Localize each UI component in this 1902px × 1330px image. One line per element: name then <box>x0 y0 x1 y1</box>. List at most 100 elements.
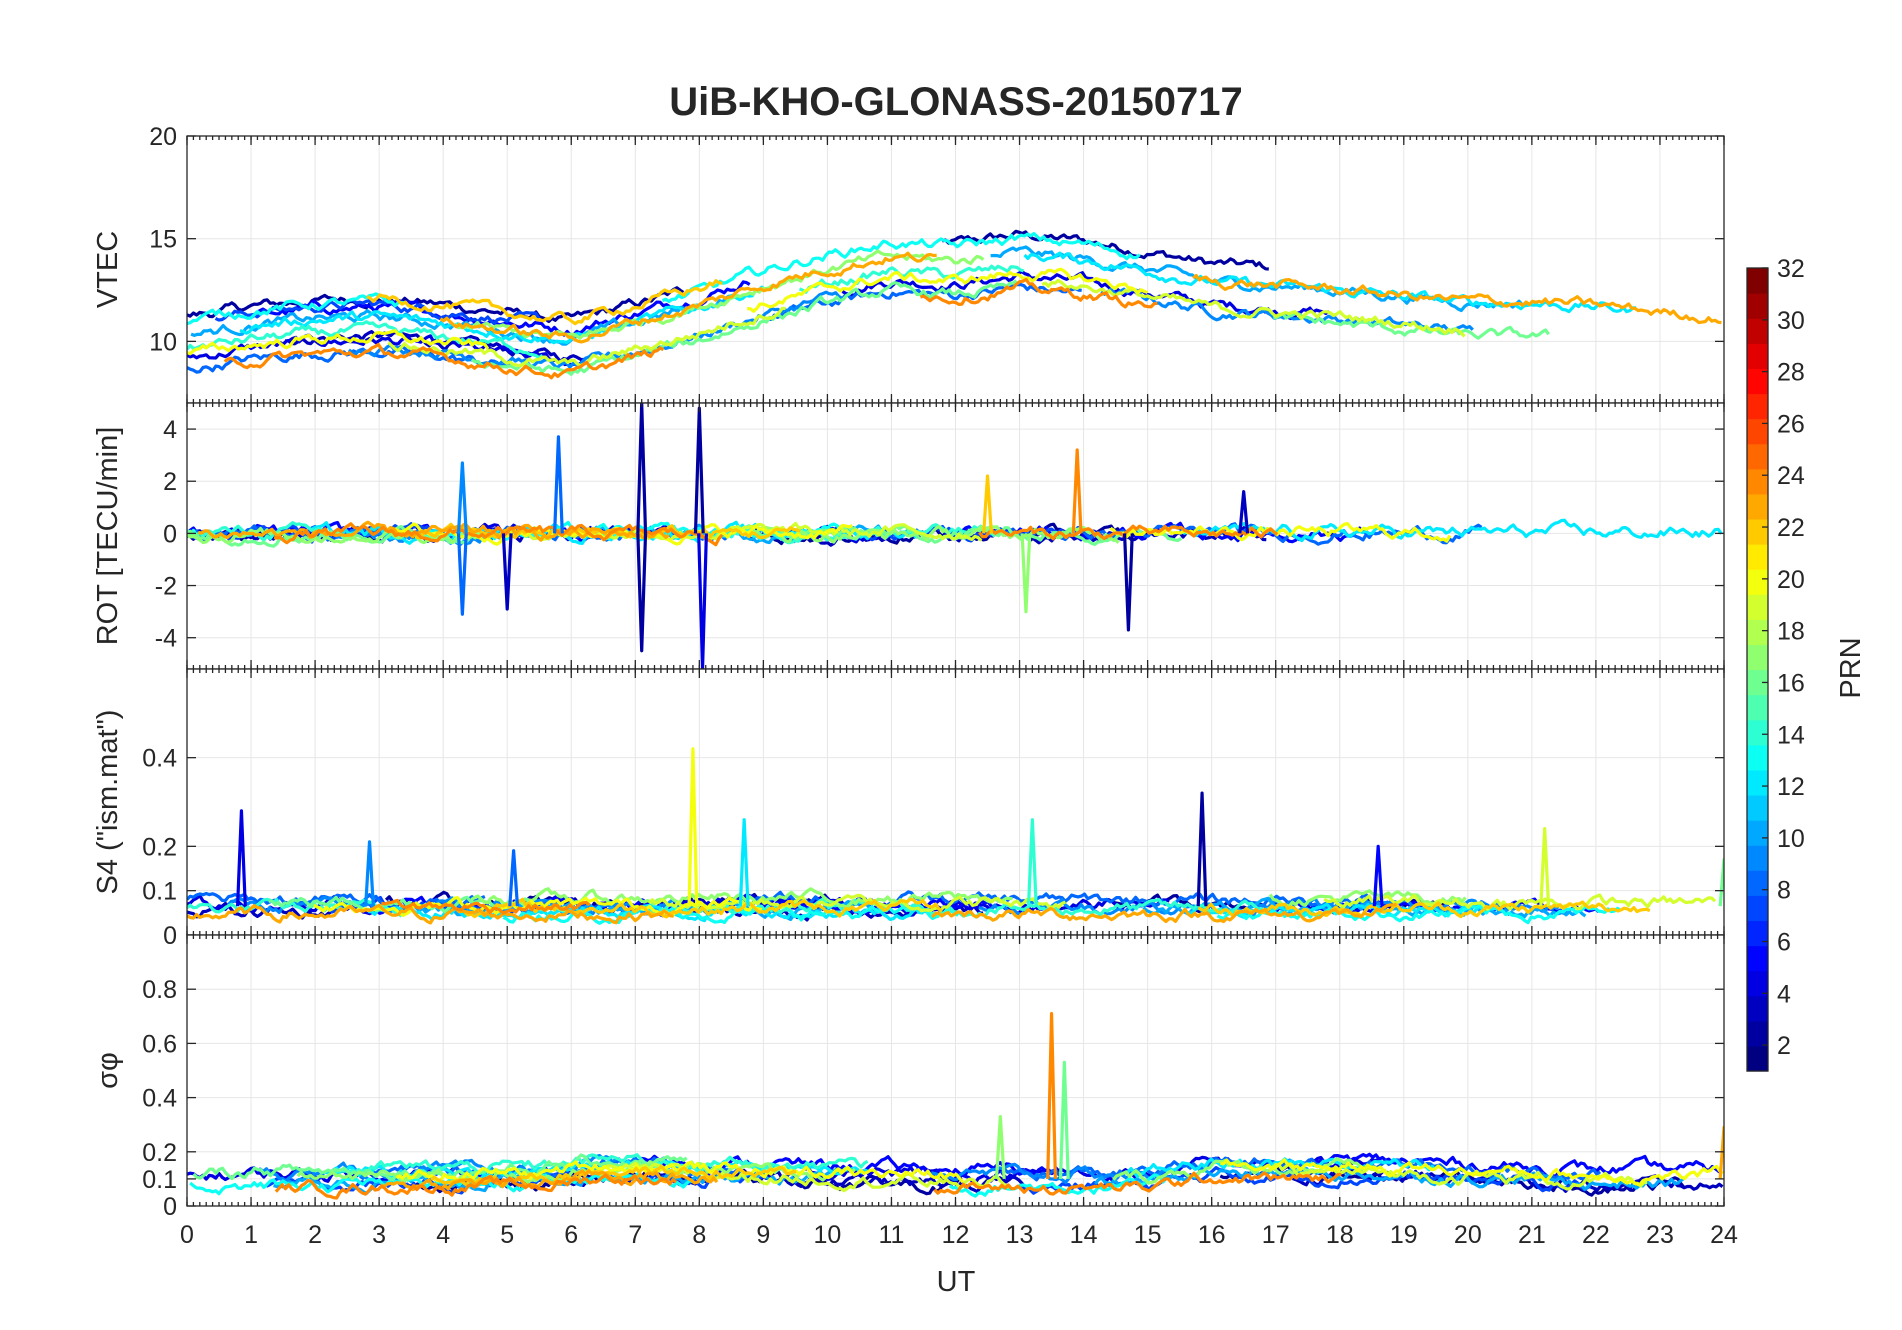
y-tick-label: 0.1 <box>142 1166 177 1194</box>
y-tick-label: 20 <box>149 123 177 151</box>
y-tick-label: 0.8 <box>142 976 177 1004</box>
x-tick-label: 17 <box>1262 1221 1290 1249</box>
colorbar-cell <box>1747 719 1768 746</box>
series-prn-14 <box>331 1153 869 1175</box>
series-prn-24 <box>380 898 591 915</box>
y-axis-label: σφ <box>92 1052 124 1089</box>
x-tick-label: 16 <box>1198 1221 1226 1249</box>
series-prn-17 <box>1268 889 1467 908</box>
panel-4: 00.10.2 0.4 0.6 0.8 σφ <box>92 934 1725 1221</box>
tick-marks <box>186 135 1725 403</box>
colorbar-tick-label: 8 <box>1777 877 1791 905</box>
tick-marks <box>186 935 1725 1207</box>
spike-prn-16 <box>1058 1060 1070 1179</box>
series-prn-16 <box>470 279 1018 376</box>
colorbar-tick-label: 20 <box>1777 566 1805 594</box>
x-tick-label: 19 <box>1390 1221 1418 1249</box>
series-prn-10 <box>1093 1165 1686 1191</box>
x-tick-label: 24 <box>1710 1221 1738 1249</box>
series-prn-14 <box>187 521 335 542</box>
colorbar-cell <box>1747 669 1768 696</box>
x-tick-label: 12 <box>942 1221 970 1249</box>
y-tick-label: -2 <box>155 573 177 601</box>
y-tick-label: -4 <box>155 625 177 653</box>
x-tick-label: 10 <box>814 1221 842 1249</box>
panel-3: 0 0.1 0.2 0.4 S4 ("ism.mat") <box>92 668 1725 950</box>
series-prn-12 <box>1023 251 1637 314</box>
x-tick-label: 3 <box>372 1221 386 1249</box>
colorbar-tick-label: 22 <box>1777 514 1805 542</box>
colorbar-cell <box>1747 845 1768 871</box>
series-prn-2 <box>187 286 685 324</box>
colorbar-cell <box>1747 995 1768 1022</box>
colorbar-tick-label: 10 <box>1777 825 1805 853</box>
colorbar-cell <box>1747 870 1768 896</box>
x-tick-label: 20 <box>1454 1221 1482 1249</box>
chart-title: UiB-KHO-GLONASS-20150717 <box>669 80 1243 124</box>
colorbar-cell <box>1747 970 1768 997</box>
colorbar-cell <box>1747 1020 1768 1047</box>
y-tick-label: 0.4 <box>142 1085 177 1113</box>
y-tick-label: 4 <box>163 416 177 444</box>
colorbar-cell <box>1747 318 1768 344</box>
x-tick-label: 8 <box>692 1221 706 1249</box>
series-prn-13 <box>948 1173 1166 1198</box>
y-tick-label: 0.2 <box>142 1139 177 1167</box>
series-prn-24 <box>274 1173 678 1200</box>
colorbar-cell <box>1747 820 1768 846</box>
spike-prn-22 <box>982 474 993 534</box>
spike-prn-17 <box>994 1114 1006 1179</box>
panel-2: -4 -2 0 2 4 ROT [TECU/min] <box>92 402 1725 670</box>
y-tick-label: 0.1 <box>142 878 177 906</box>
series-prn-10 <box>1142 896 1587 919</box>
colorbar-tick-label: 4 <box>1777 980 1791 1008</box>
colorbar-cell <box>1747 569 1768 595</box>
colorbar-cell <box>1747 418 1768 445</box>
series-prn-19 <box>1323 893 1717 911</box>
colorbar-tick-label: 14 <box>1777 721 1805 749</box>
colorbar-cell <box>1747 1045 1768 1072</box>
series-prn-19 <box>1041 278 1466 338</box>
spike-prn-24 <box>1071 448 1083 534</box>
series-prn-2 <box>941 229 1269 271</box>
x-tick-label: 22 <box>1582 1221 1610 1249</box>
series-prn-13 <box>661 232 1141 304</box>
colorbar-cell <box>1747 594 1768 620</box>
series-prn-20 <box>312 896 763 918</box>
x-tick-label: 5 <box>500 1221 514 1249</box>
y-tick-label: 2 <box>163 468 177 496</box>
y-axis-label: VTEC <box>92 231 124 308</box>
spike-prn-8 <box>553 435 564 534</box>
series-lines <box>187 1011 1724 1200</box>
x-tick-label: 18 <box>1326 1221 1354 1249</box>
series-prn-23 <box>1192 274 1722 325</box>
x-axis-label: UT <box>937 1266 976 1298</box>
series-lines <box>187 403 1723 669</box>
series-prn-22 <box>1197 900 1651 919</box>
x-tick-label: 15 <box>1134 1221 1162 1249</box>
colorbar-cell <box>1747 393 1768 420</box>
y-axis-label: S4 ("ism.mat") <box>92 710 124 895</box>
series-prn-23 <box>187 903 674 925</box>
colorbar-tick-label: 32 <box>1777 255 1805 283</box>
spike-prn-4 <box>697 533 708 669</box>
x-tick-label: 4 <box>436 1221 450 1249</box>
x-tick-label: 9 <box>756 1221 770 1249</box>
panel-1: 10 15 20 VTEC <box>92 123 1725 404</box>
colorbar-tick-label: 24 <box>1777 462 1805 490</box>
spike-prn-19 <box>1539 827 1551 907</box>
series-prn-23 <box>931 902 1398 924</box>
spike-prn-24 <box>1046 1011 1058 1179</box>
spike-prn-23 <box>1718 1125 1724 1180</box>
colorbar-cell <box>1747 518 1768 545</box>
series-prn-20 <box>747 267 1149 313</box>
colorbar-cell <box>1747 544 1768 570</box>
spike-prn-20 <box>687 747 699 907</box>
colorbar-cell <box>1747 694 1768 721</box>
y-tick-label: 15 <box>149 226 177 254</box>
series-prn-16 <box>738 524 1183 546</box>
spike-prn-9 <box>456 461 468 534</box>
series-prn-14 <box>187 320 544 360</box>
y-tick-label: 0.6 <box>142 1030 177 1058</box>
